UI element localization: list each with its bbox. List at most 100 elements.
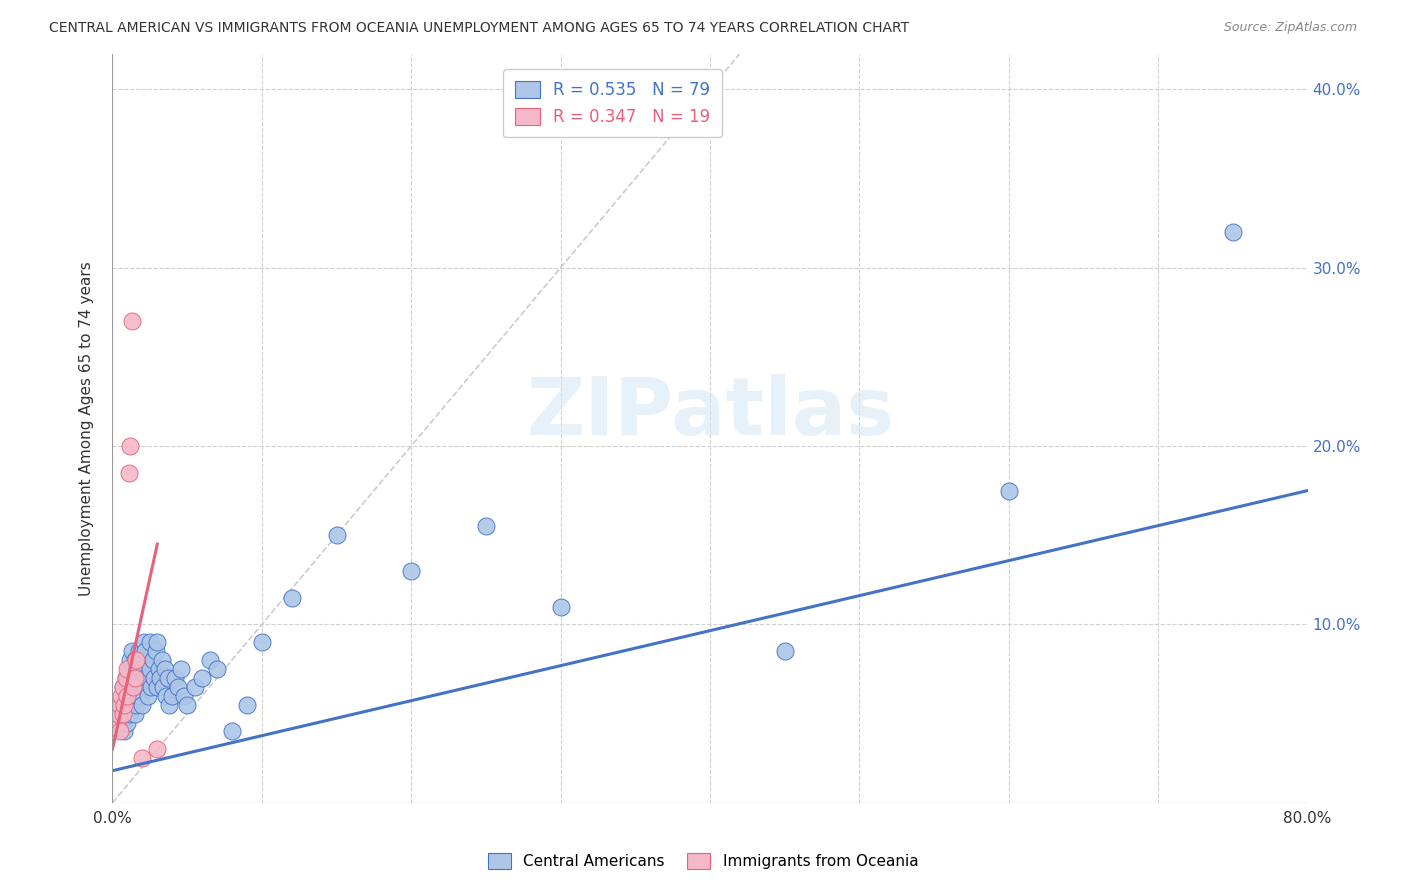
Point xyxy=(105,715,128,730)
Point xyxy=(162,689,183,703)
Point xyxy=(118,466,141,480)
Point xyxy=(236,698,259,712)
Point xyxy=(139,662,162,676)
Point xyxy=(117,689,139,703)
Point xyxy=(120,706,142,721)
Point xyxy=(110,698,132,712)
Point xyxy=(198,653,221,667)
Point xyxy=(152,680,174,694)
Point xyxy=(115,706,138,721)
Point xyxy=(134,680,156,694)
Point xyxy=(401,564,423,578)
Point xyxy=(170,662,193,676)
Point xyxy=(146,680,169,694)
Point xyxy=(138,689,160,703)
Point xyxy=(124,680,146,694)
Point xyxy=(118,662,141,676)
Point xyxy=(121,671,143,685)
Point xyxy=(124,671,146,685)
Point xyxy=(117,671,139,685)
Point xyxy=(173,689,195,703)
Text: CENTRAL AMERICAN VS IMMIGRANTS FROM OCEANIA UNEMPLOYMENT AMONG AGES 65 TO 74 YEA: CENTRAL AMERICAN VS IMMIGRANTS FROM OCEA… xyxy=(49,21,910,35)
Point xyxy=(127,653,149,667)
Point xyxy=(143,671,166,685)
Point xyxy=(550,599,572,614)
Point xyxy=(129,689,152,703)
Point xyxy=(146,635,169,649)
Point xyxy=(120,680,142,694)
Point xyxy=(165,671,187,685)
Point xyxy=(176,698,198,712)
Point xyxy=(475,519,498,533)
Point xyxy=(134,644,156,658)
Point xyxy=(150,653,173,667)
Point xyxy=(998,483,1021,498)
Point xyxy=(108,706,131,721)
Point xyxy=(121,698,143,712)
Point xyxy=(124,653,146,667)
Point xyxy=(115,671,138,685)
Point xyxy=(114,698,135,712)
Point xyxy=(120,439,142,453)
Point xyxy=(117,715,139,730)
Point xyxy=(135,671,157,685)
Point xyxy=(131,698,153,712)
Point xyxy=(191,671,214,685)
Point xyxy=(118,698,141,712)
Point xyxy=(125,653,148,667)
Point xyxy=(120,653,142,667)
Point xyxy=(107,706,129,721)
Point xyxy=(111,680,134,694)
Point xyxy=(131,662,153,676)
Point xyxy=(108,724,131,739)
Point xyxy=(115,698,138,712)
Point xyxy=(183,680,205,694)
Point xyxy=(108,698,131,712)
Point xyxy=(139,635,162,649)
Point xyxy=(114,724,135,739)
Point xyxy=(117,662,139,676)
Point xyxy=(118,680,141,694)
Point xyxy=(145,644,167,658)
Point xyxy=(110,689,132,703)
Point xyxy=(131,751,153,765)
Point xyxy=(129,653,152,667)
Text: Source: ZipAtlas.com: Source: ZipAtlas.com xyxy=(1223,21,1357,34)
Point xyxy=(122,662,145,676)
Point xyxy=(125,662,148,676)
Point xyxy=(128,680,150,694)
Point xyxy=(325,528,347,542)
Point xyxy=(115,671,138,685)
Point xyxy=(155,689,177,703)
Point xyxy=(250,635,273,649)
Point xyxy=(111,680,134,694)
Point xyxy=(146,742,169,756)
Point xyxy=(132,671,155,685)
Point xyxy=(167,680,190,694)
Point xyxy=(122,689,145,703)
Point xyxy=(124,706,146,721)
Point xyxy=(142,653,165,667)
Y-axis label: Unemployment Among Ages 65 to 74 years: Unemployment Among Ages 65 to 74 years xyxy=(79,260,94,596)
Point xyxy=(141,680,163,694)
Point xyxy=(156,671,179,685)
Point xyxy=(1222,225,1244,239)
Point xyxy=(773,644,796,658)
Point xyxy=(221,724,243,739)
Text: ZIPatlas: ZIPatlas xyxy=(526,374,894,452)
Point xyxy=(127,689,149,703)
Point xyxy=(132,635,155,649)
Point xyxy=(148,662,170,676)
Point xyxy=(117,689,139,703)
Point xyxy=(111,706,134,721)
Point xyxy=(157,698,180,712)
Point xyxy=(114,689,135,703)
Point xyxy=(121,314,143,328)
Legend: Central Americans, Immigrants from Oceania: Central Americans, Immigrants from Ocean… xyxy=(482,847,924,875)
Point xyxy=(128,644,150,658)
Point xyxy=(149,671,172,685)
Point xyxy=(121,644,143,658)
Point xyxy=(125,698,148,712)
Legend: R = 0.535   N = 79, R = 0.347   N = 19: R = 0.535 N = 79, R = 0.347 N = 19 xyxy=(503,70,723,137)
Point xyxy=(281,591,304,605)
